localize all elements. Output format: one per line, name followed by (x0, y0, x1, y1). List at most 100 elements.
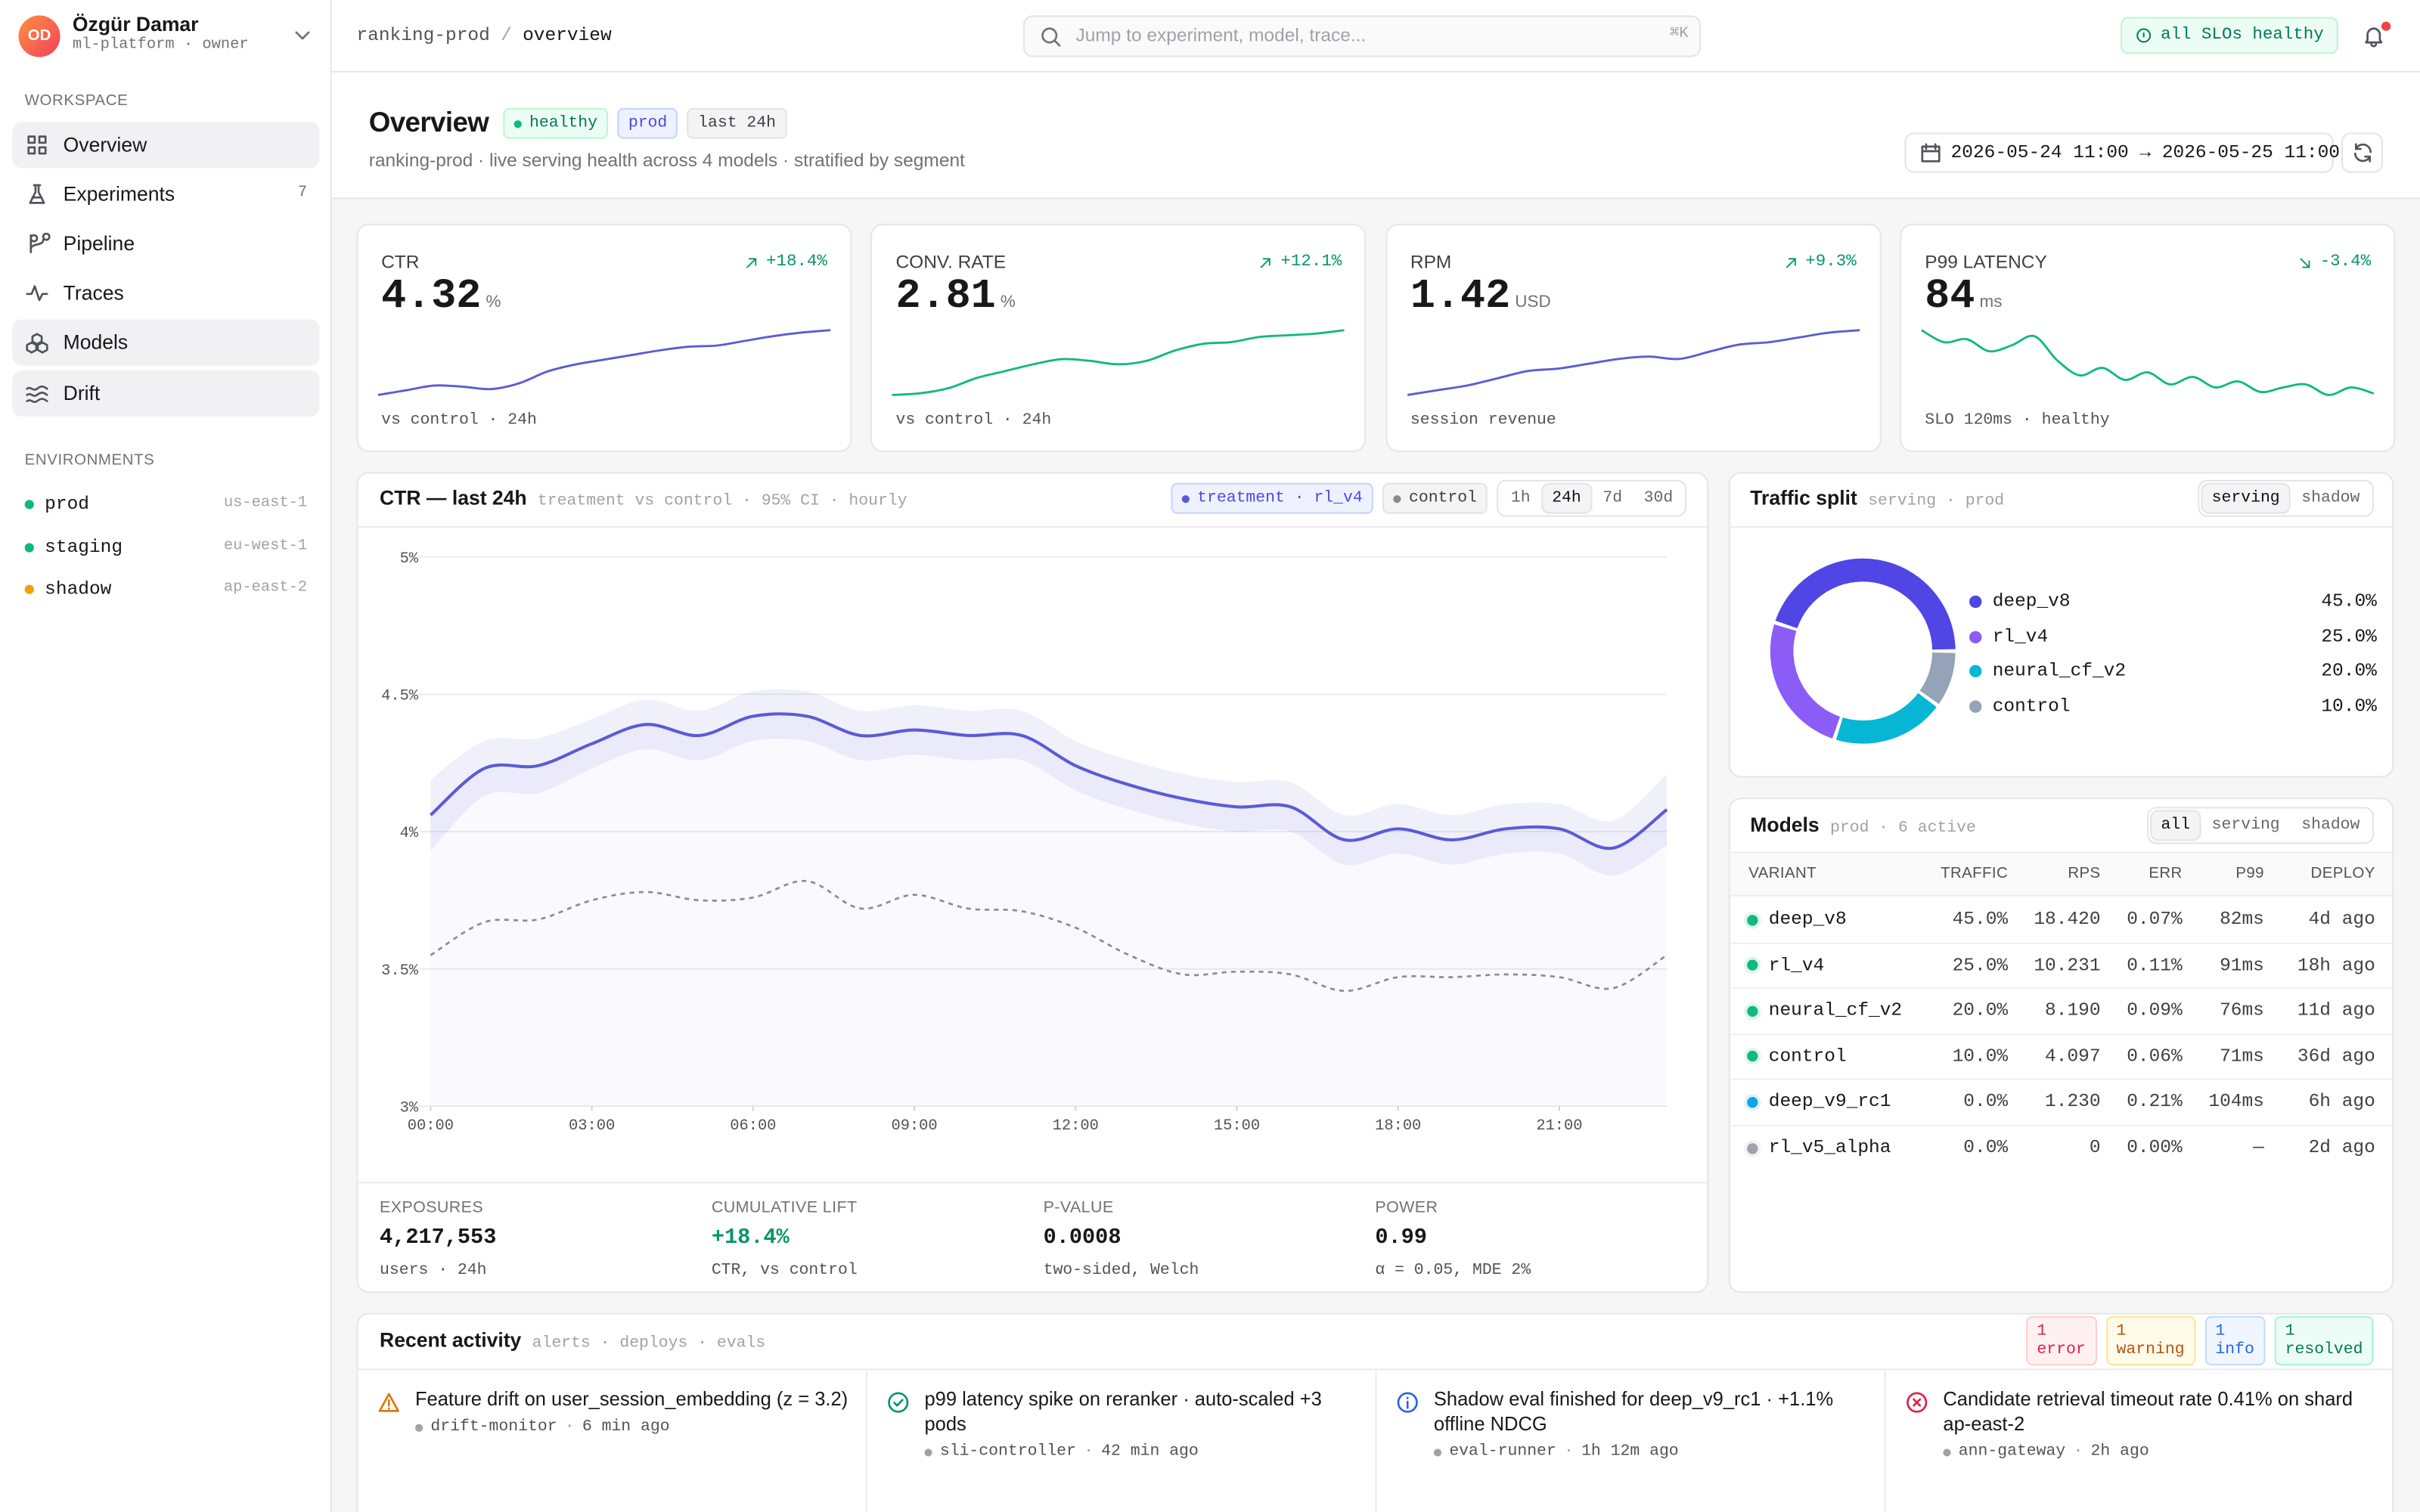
count-chip[interactable]: 1 resolved (2274, 1315, 2374, 1366)
refresh-button[interactable] (2341, 132, 2384, 173)
kpi-trend-icon-path (1261, 257, 1271, 268)
divider (358, 525, 1708, 528)
activity-icon (378, 1393, 399, 1412)
range-toggle-option[interactable]: 1h (1510, 488, 1531, 508)
variant-name: deep_v9_rc1 (1768, 1091, 1891, 1113)
legend-label: neural_cf_v2 (1992, 660, 2127, 682)
sparkline (1407, 329, 1860, 396)
kpi-card (356, 223, 852, 452)
traffic-toggle-option[interactable]: serving (2202, 484, 2289, 513)
status-chip: all SLOs healthy (2121, 17, 2338, 54)
env-name[interactable]: shadow (45, 578, 112, 600)
activity-item[interactable]: p99 latency spike on reranker · auto-sca… (924, 1387, 1361, 1461)
donut-segment (1775, 558, 1956, 650)
status-text: all SLOs healthy (2161, 26, 2324, 45)
stat-value: 4,217,553 (380, 1225, 497, 1251)
meta-separator: · (1563, 1442, 1574, 1461)
date-range-picker[interactable] (1904, 132, 2334, 173)
kpi-delta: -3.4% (2297, 253, 2371, 271)
x-tick-label: 21:00 (1536, 1117, 1582, 1135)
count-chip[interactable]: 1 error (2026, 1315, 2097, 1366)
env-name[interactable]: prod (45, 493, 89, 516)
models-heading: Models prod · 6 active (1750, 813, 1976, 838)
kpi-trend-icon (2300, 257, 2310, 268)
range-toggle-option[interactable]: 7d (1602, 488, 1623, 508)
activity-item[interactable]: Candidate retrieval timeout rate 0.41% o… (1943, 1387, 2380, 1461)
variant-name: deep_v8 (1768, 908, 1847, 931)
divider (1730, 1079, 2393, 1081)
legend-chip[interactable]: control (1382, 482, 1488, 514)
models-toggle-option[interactable]: shadow (2301, 816, 2360, 835)
kpi-unit: % (486, 293, 501, 312)
models-toggle-option[interactable]: serving (2211, 816, 2280, 835)
sparkline (377, 329, 831, 396)
nav-item[interactable] (12, 122, 320, 169)
refresh-icon-path (2353, 143, 2372, 163)
divider (1730, 987, 2393, 990)
count-chip[interactable]: 1 warning (2105, 1315, 2195, 1366)
stat-label: EXPOSURES (380, 1198, 484, 1217)
nav-item[interactable] (12, 369, 320, 416)
count-chip[interactable]: 1 info (2204, 1315, 2266, 1366)
table-cell: 2d ago (2308, 1136, 2375, 1159)
stat-value: 0.0008 (1043, 1225, 1122, 1251)
table-cell: 36d ago (2297, 1045, 2375, 1067)
table-cell: 0.07% (2127, 908, 2183, 931)
divider (358, 1368, 2393, 1371)
env-name[interactable]: staging (45, 535, 123, 558)
page-title: Overview (368, 107, 489, 138)
chart-card (356, 472, 1709, 1294)
confidence-band (430, 689, 1668, 876)
nav-item[interactable] (12, 271, 319, 317)
activity-item[interactable]: Feature drift on user_session_embedding … (414, 1387, 852, 1436)
legend-chip[interactable]: treatment · rl_v4 (1171, 482, 1374, 514)
table-cell: 45.0% (1952, 908, 2009, 931)
breadcrumb-item[interactable]: ranking-prod (356, 24, 490, 47)
range-toggle-option[interactable]: 24h (1542, 484, 1591, 513)
donut-segment (1835, 692, 1937, 744)
breadcrumb-item[interactable]: overview (523, 24, 612, 47)
refresh-icon (2353, 143, 2372, 163)
activity-text: Candidate retrieval timeout rate 0.41% o… (1943, 1388, 2353, 1435)
search-box[interactable] (1023, 15, 1701, 57)
traffic-toggle: serving shadow (2198, 479, 2374, 517)
nav-item[interactable] (12, 320, 320, 367)
activity-icon-path (1907, 1392, 1928, 1413)
nav-item[interactable] (12, 221, 319, 267)
column-header: DEPLOY (2310, 865, 2375, 883)
calendar-icon-path (1921, 143, 1941, 163)
nav-icon-path (26, 384, 48, 403)
traffic-toggle-option[interactable]: shadow (2301, 488, 2360, 508)
activity-item[interactable]: Shadow eval finished for deep_v9_rc1 · +… (1433, 1387, 1871, 1461)
kpi-label: CTR (381, 251, 420, 273)
divider (1730, 851, 2393, 854)
nav-icon (26, 384, 48, 403)
table-cell: 6h ago (2308, 1091, 2375, 1113)
range-toggle: 1h 24h 7d 30d (1497, 479, 1687, 517)
models-subtitle: prod · 6 active (1829, 819, 1976, 838)
kpi-footnote: SLO 120ms · healthy (1925, 411, 2110, 430)
y-tick-label: 4% (400, 825, 419, 842)
legend-label: treatment · rl_v4 (1197, 488, 1363, 508)
series-line (430, 880, 1668, 993)
account-menu-chevron[interactable] (290, 23, 315, 48)
table-cell: 0.09% (2127, 999, 2183, 1022)
badge-label: prod (628, 114, 668, 133)
activity-title: Recent activity (380, 1328, 522, 1352)
range-toggle-option[interactable]: 30d (1643, 488, 1674, 508)
activity-tags: alerts · deploys · evals (532, 1334, 766, 1353)
legend-dot (1393, 494, 1401, 503)
y-tick-label: 4.5% (381, 688, 419, 705)
chart-title: CTR — last 24h (380, 485, 527, 510)
kpi-sparkline (1921, 329, 2375, 396)
variant-name: neural_cf_v2 (1768, 999, 1903, 1022)
meta-separator: · (2073, 1442, 2083, 1461)
column-header: VARIANT (1748, 865, 1817, 883)
notifications-bell[interactable] (2361, 23, 2386, 48)
traffic-title: Traffic split (1750, 485, 1857, 510)
models-toggle-option[interactable]: all (2152, 811, 2200, 840)
nav-icon-path (26, 285, 48, 302)
table-cell: 0.00% (2127, 1136, 2183, 1159)
table-cell: 0.06% (2127, 1045, 2183, 1067)
sparkline (892, 329, 1345, 396)
